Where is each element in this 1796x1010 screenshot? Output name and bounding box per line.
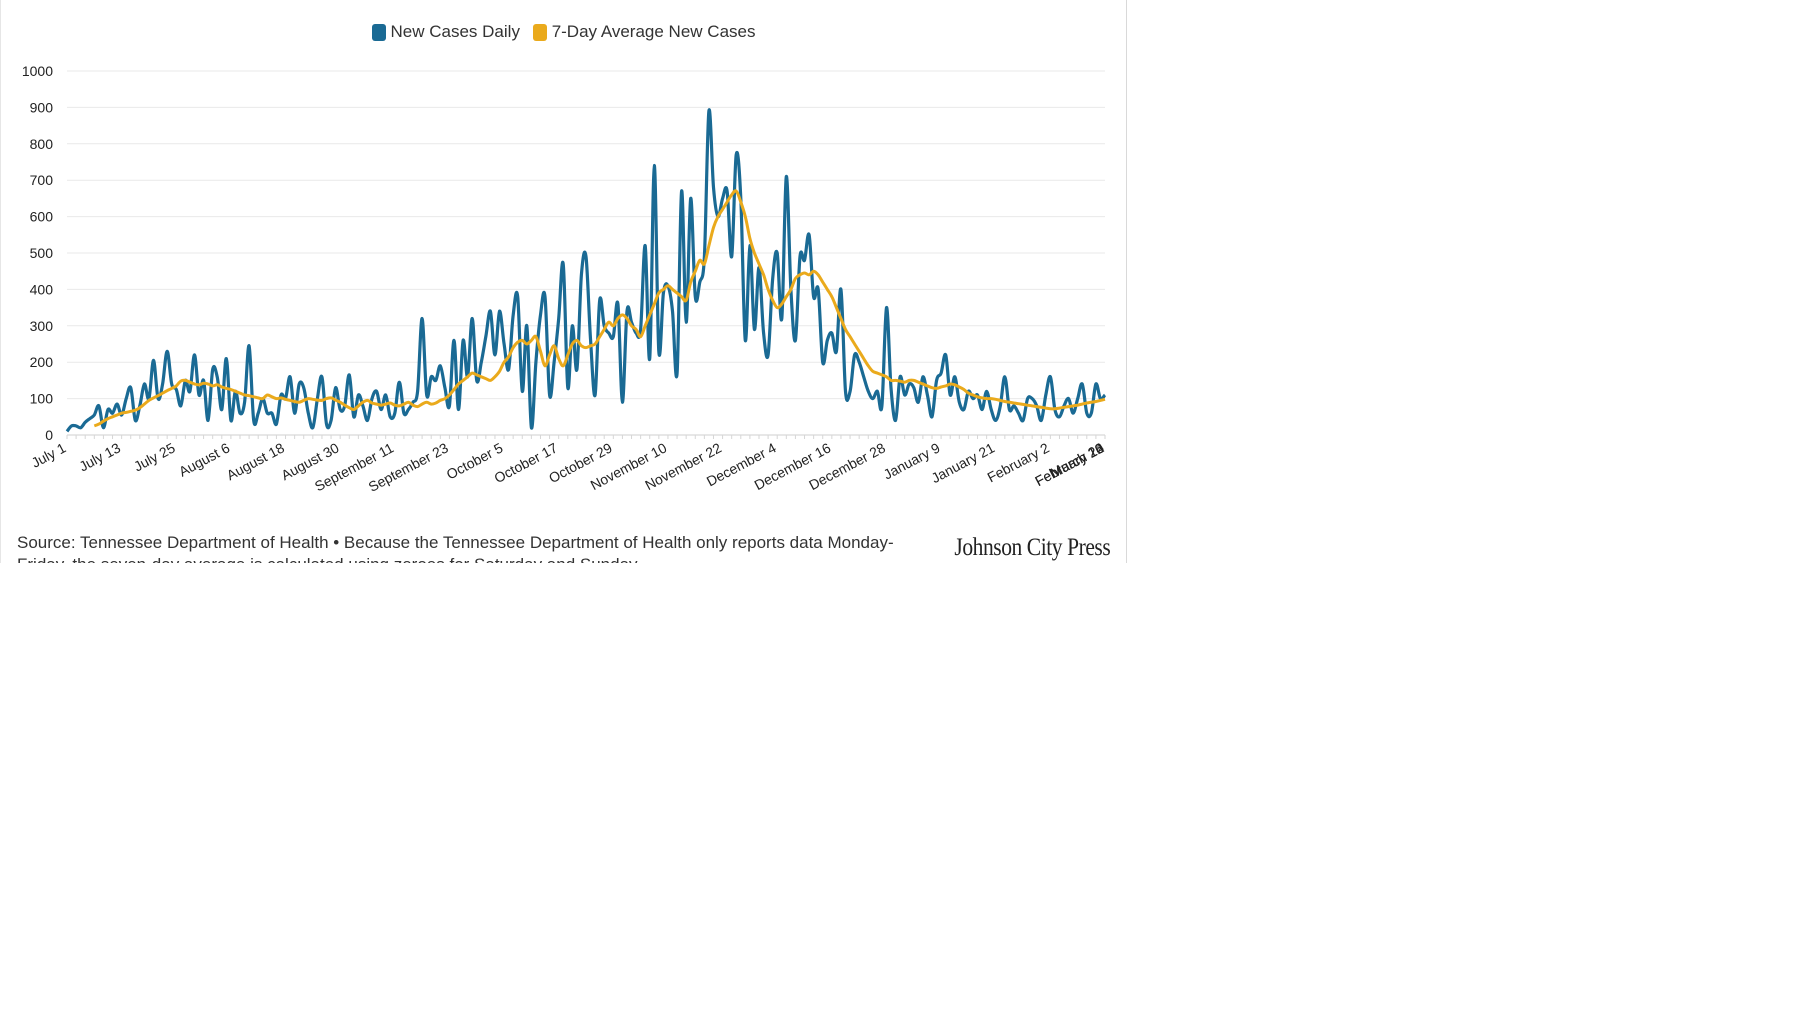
x-tick-label: January 21 xyxy=(928,439,997,486)
y-tick-label: 200 xyxy=(30,354,54,370)
x-tick-label: July 13 xyxy=(76,439,123,474)
y-axis: 0 100 200 300 400 500 600 700 800 900 1000 xyxy=(22,63,53,443)
y-tick-label: 0 xyxy=(45,427,53,443)
y-tick-label: 600 xyxy=(30,209,54,225)
source-note: Source: Tennessee Department of Health •… xyxy=(17,533,894,563)
x-tick-label: July 1 xyxy=(29,439,69,470)
legend-item-average[interactable]: 7-Day Average New Cases xyxy=(532,22,756,42)
legend-swatch-average xyxy=(532,23,547,41)
x-tick-label: August 6 xyxy=(176,439,232,479)
y-tick-label: 100 xyxy=(30,391,54,407)
y-tick-label: 900 xyxy=(30,99,54,115)
y-tick-label: 500 xyxy=(30,245,54,261)
y-tick-label: 300 xyxy=(30,318,54,334)
legend-label-daily: New Cases Daily xyxy=(390,22,520,41)
x-tick-label: July 25 xyxy=(131,439,178,474)
chart-card: New Cases Daily 7-Day Average New Cases … xyxy=(0,0,1127,563)
y-tick-label: 400 xyxy=(30,281,54,297)
legend-swatch-daily xyxy=(371,23,386,41)
johnson-city-press-logo: Johnson City Press xyxy=(954,534,1110,561)
chart-legend: New Cases Daily 7-Day Average New Cases xyxy=(1,22,1126,46)
legend-item-daily[interactable]: New Cases Daily xyxy=(371,22,520,42)
legend-label-average: 7-Day Average New Cases xyxy=(551,22,756,41)
series-line-new-cases-daily xyxy=(65,108,1107,433)
x-tick-label: March 22 xyxy=(1047,439,1106,481)
x-tick-label: August 18 xyxy=(224,439,287,483)
series-line-7-day-average xyxy=(93,189,1106,428)
chart-series xyxy=(65,108,1107,433)
y-tick-label: 800 xyxy=(30,136,54,152)
y-tick-label: 1000 xyxy=(22,63,53,79)
y-tick-label: 700 xyxy=(30,172,54,188)
